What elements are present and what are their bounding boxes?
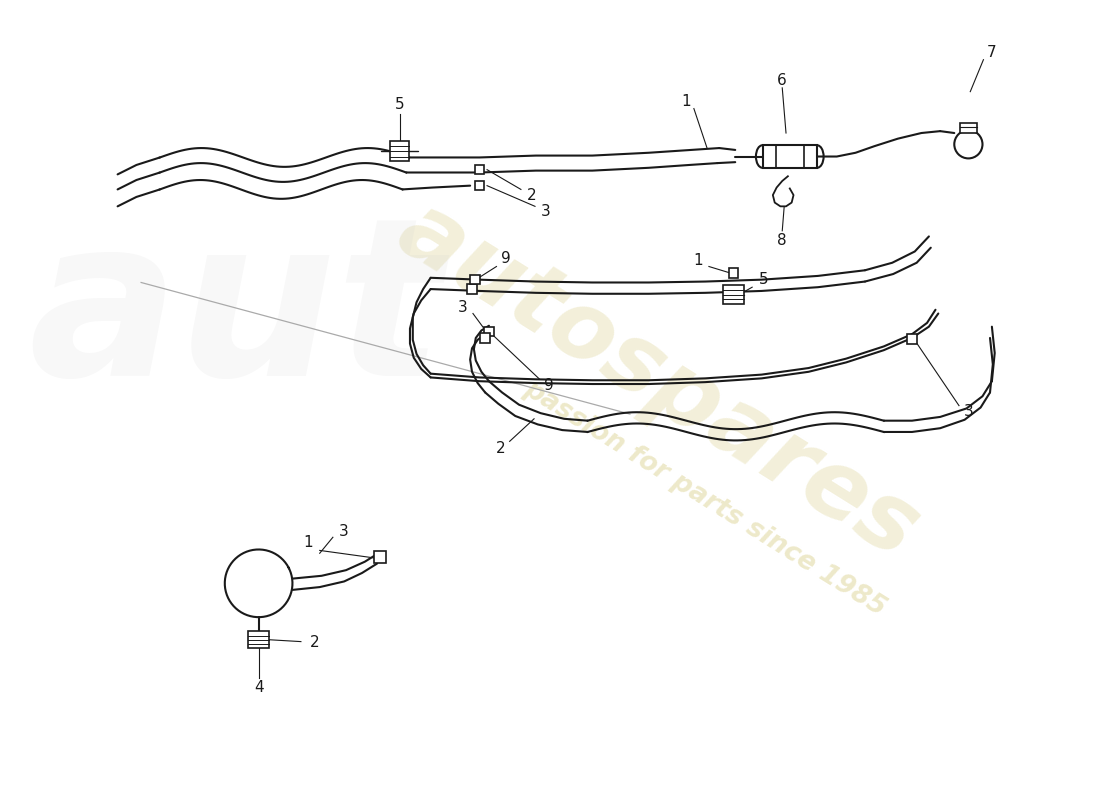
Text: 1: 1	[682, 94, 691, 109]
Bar	[390, 141, 409, 162]
Bar	[960, 122, 977, 133]
Text: autospares: autospares	[382, 184, 935, 578]
Text: 2: 2	[310, 635, 320, 650]
Text: 4: 4	[254, 680, 263, 695]
Text: aut: aut	[28, 208, 442, 422]
Text: 5: 5	[395, 98, 405, 112]
Text: 3: 3	[339, 524, 348, 539]
Bar	[249, 631, 270, 648]
Text: 5: 5	[759, 272, 768, 287]
Text: 9: 9	[500, 251, 510, 266]
Text: 1: 1	[693, 254, 703, 268]
Text: 8: 8	[778, 233, 788, 248]
Bar	[470, 275, 480, 284]
Text: 1: 1	[304, 535, 313, 550]
Circle shape	[955, 130, 982, 158]
Text: 2: 2	[495, 442, 505, 456]
Text: 7: 7	[987, 45, 997, 60]
Bar	[481, 334, 490, 342]
Bar	[908, 334, 916, 343]
Bar	[723, 286, 744, 304]
Bar	[728, 268, 738, 278]
Bar	[475, 181, 484, 190]
Text: 3: 3	[458, 300, 468, 315]
Text: 3: 3	[540, 205, 550, 219]
Text: 2: 2	[527, 187, 536, 202]
Bar	[762, 146, 817, 168]
Text: 3: 3	[964, 404, 974, 418]
Bar	[475, 165, 484, 174]
Text: passion for parts since 1985: passion for parts since 1985	[519, 376, 891, 622]
Text: 9: 9	[544, 378, 554, 394]
Text: 6: 6	[778, 73, 788, 88]
Bar	[468, 284, 476, 294]
Bar	[484, 326, 494, 336]
Bar	[374, 551, 385, 562]
